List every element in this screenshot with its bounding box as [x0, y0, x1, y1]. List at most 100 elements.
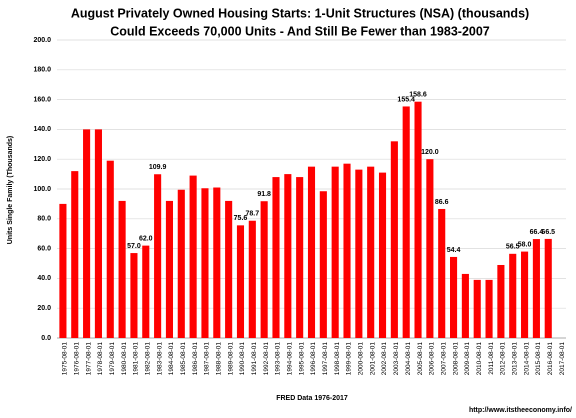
- bar: [307, 166, 316, 338]
- data-label: 57.0: [127, 243, 141, 250]
- bar: [225, 200, 233, 338]
- data-label: 109.9: [149, 164, 167, 171]
- y-tick-label: 0.0: [41, 335, 51, 342]
- chart-title: August Privately Owned Housing Starts: 1…: [71, 6, 529, 20]
- x-tick-label: 1980-08-01: [121, 342, 128, 376]
- bar: [296, 177, 304, 338]
- x-tick-label: 1977-08-01: [85, 342, 92, 376]
- data-label: 155.4: [397, 96, 415, 103]
- x-tick-label: 1991-08-01: [251, 342, 258, 376]
- x-tick-label: 2013-08-01: [511, 342, 518, 376]
- bar: [521, 251, 529, 338]
- y-axis-label: Units Single Family (Thousands): [7, 136, 14, 245]
- data-label: 86.6: [435, 199, 449, 206]
- bar: [461, 273, 469, 338]
- bar: [106, 160, 114, 338]
- y-tick-label: 60.0: [37, 245, 51, 252]
- bar: [509, 253, 517, 338]
- bar: [343, 163, 351, 338]
- data-label: 158.6: [409, 92, 427, 99]
- bar: [130, 253, 138, 338]
- y-tick-label: 180.0: [33, 67, 51, 74]
- bar: [544, 238, 552, 338]
- bar: [402, 106, 410, 338]
- x-tick-label: 1990-08-01: [239, 342, 246, 376]
- x-tick-label: 1985-08-01: [180, 342, 187, 376]
- x-tick-label: 2000-08-01: [358, 342, 365, 376]
- x-tick-label: 2017-08-01: [559, 342, 566, 376]
- bar: [331, 166, 339, 338]
- bar: [260, 201, 268, 338]
- x-tick-label: 2005-08-01: [417, 342, 424, 376]
- y-tick-label: 200.0: [33, 37, 51, 44]
- x-tick-label: 2015-08-01: [535, 342, 542, 376]
- data-label: 75.6: [234, 215, 248, 222]
- bar: [367, 166, 375, 338]
- bar: [236, 225, 245, 338]
- y-tick-label: 40.0: [37, 275, 51, 282]
- x-tick-label: 1998-08-01: [334, 342, 341, 376]
- data-label: 91.8: [257, 191, 271, 198]
- x-axis-label: FRED Data 1976-2017: [276, 395, 348, 402]
- data-label: 78.7: [246, 211, 260, 218]
- x-tick-label: 1993-08-01: [275, 342, 282, 376]
- x-tick-label: 1994-08-01: [287, 342, 294, 376]
- bar: [213, 187, 221, 338]
- bar: [355, 169, 363, 338]
- bar: [248, 220, 256, 338]
- y-tick-label: 20.0: [37, 305, 51, 312]
- x-tick-label: 1986-08-01: [192, 342, 199, 376]
- bar: [378, 172, 387, 338]
- bar: [272, 177, 280, 338]
- x-tick-label: 2006-08-01: [429, 342, 436, 376]
- x-tick-label: 1999-08-01: [346, 342, 353, 376]
- bar: [426, 159, 434, 338]
- x-tick-label: 1995-08-01: [298, 342, 305, 376]
- bar: [165, 200, 174, 338]
- bar: [177, 189, 185, 338]
- data-label: 54.4: [447, 247, 461, 254]
- y-tick-label: 120.0: [33, 156, 51, 163]
- x-tick-label: 2011-08-01: [488, 342, 495, 375]
- y-tick-label: 80.0: [37, 216, 51, 223]
- x-tick-label: 2004-08-01: [405, 342, 412, 376]
- bar: [532, 239, 540, 338]
- y-tick-label: 100.0: [33, 186, 51, 193]
- x-tick-label: 2001-08-01: [369, 342, 376, 376]
- bar: [201, 188, 209, 338]
- bar: [473, 279, 481, 338]
- data-label: 58.0: [518, 241, 532, 248]
- chart-subtitle: Could Exceeds 70,000 Units - And Still B…: [110, 24, 490, 38]
- data-label: 120.0: [421, 149, 439, 156]
- data-label: 56.5: [506, 244, 520, 251]
- data-label: 66.4: [530, 229, 544, 236]
- x-tick-label: 1996-08-01: [310, 342, 317, 376]
- bar: [142, 245, 150, 338]
- bar: [118, 200, 126, 338]
- x-tick-label: 2003-08-01: [393, 342, 400, 376]
- x-tick-label: 2009-08-01: [464, 342, 471, 376]
- y-tick-label: 160.0: [33, 96, 51, 103]
- x-tick-label: 1981-08-01: [133, 342, 140, 376]
- x-tick-label: 1984-08-01: [168, 342, 175, 376]
- bar: [189, 175, 197, 338]
- x-tick-label: 1992-08-01: [263, 342, 270, 376]
- bar: [414, 101, 422, 338]
- x-tick-label: 1983-08-01: [156, 342, 163, 376]
- x-tick-label: 2007-08-01: [440, 342, 447, 376]
- x-tick-label: 1987-08-01: [204, 342, 211, 376]
- source: http://www.itstheeconomy.info/: [469, 407, 572, 414]
- x-tick-label: 2016-08-01: [547, 342, 554, 376]
- bar: [390, 141, 398, 338]
- bar: [485, 279, 493, 338]
- x-tick-label: 2008-08-01: [452, 342, 459, 376]
- x-tick-label: 2010-08-01: [476, 342, 483, 376]
- x-tick-label: 1976-08-01: [73, 342, 80, 376]
- bar: [449, 256, 458, 338]
- bar: [497, 264, 505, 338]
- x-tick-label: 2002-08-01: [381, 342, 388, 376]
- bar: [154, 174, 162, 338]
- bar: [438, 208, 446, 338]
- x-tick-label: 1975-08-01: [62, 342, 69, 376]
